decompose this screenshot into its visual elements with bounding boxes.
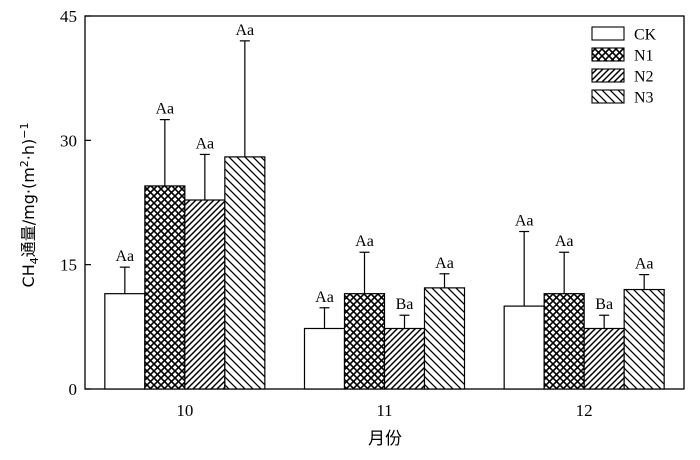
significance-label: Aa bbox=[116, 248, 135, 265]
plot-area: 0 15 30 45 10 Aa Aa Aa Aa 11 Aa Aa Ba Aa 12 Aa Aa Ba Aa CK N… bbox=[60, 7, 685, 420]
legend-swatch-ck bbox=[591, 26, 625, 41]
y-axis-title-superscript: 2 bbox=[18, 160, 31, 167]
significance-label: Ba bbox=[595, 296, 613, 313]
bar-n1 bbox=[144, 185, 186, 390]
bar-n3 bbox=[623, 288, 665, 390]
significance-label: Aa bbox=[435, 255, 454, 272]
significance-label: Aa bbox=[635, 256, 654, 273]
legend-label-n2: N2 bbox=[634, 69, 654, 86]
y-axis-title-prefix: CH bbox=[19, 264, 38, 287]
y-tick-label: 45 bbox=[60, 7, 77, 26]
significance-label: Ba bbox=[396, 296, 414, 313]
bar-n2 bbox=[583, 327, 625, 390]
bar-n1 bbox=[543, 293, 585, 390]
significance-label: Aa bbox=[196, 135, 215, 152]
x-tick-label: 12 bbox=[576, 401, 593, 420]
bar-n1 bbox=[343, 293, 386, 390]
bar-n3 bbox=[224, 156, 266, 390]
legend-swatch-n3 bbox=[591, 89, 625, 104]
bar-n3 bbox=[423, 287, 466, 390]
significance-label: Aa bbox=[515, 213, 534, 230]
bar-n2 bbox=[383, 327, 426, 390]
legend-label-n3: N3 bbox=[634, 90, 654, 107]
significance-label: Aa bbox=[236, 22, 255, 39]
significance-label: Aa bbox=[315, 289, 334, 306]
legend-label-n1: N1 bbox=[634, 48, 654, 65]
bar-ck bbox=[503, 305, 545, 390]
bar-ck bbox=[104, 293, 146, 390]
x-axis-title: 月份 bbox=[368, 429, 402, 449]
y-axis-title-text2: ·h) bbox=[19, 139, 38, 160]
y-tick-label: 30 bbox=[60, 131, 77, 150]
significance-label: Aa bbox=[355, 233, 374, 250]
bar-n2 bbox=[184, 199, 226, 390]
y-tick-label: 15 bbox=[60, 256, 77, 275]
significance-label: Aa bbox=[156, 101, 175, 118]
bar-ck bbox=[303, 327, 346, 390]
y-axis-title-subscript: 4 bbox=[28, 257, 41, 264]
y-axis-title-text1: 通量/mg·(m bbox=[19, 167, 38, 257]
legend-swatch-n1 bbox=[591, 47, 625, 62]
y-axis-title: CH4通量/mg·(m2·h)−1 bbox=[18, 123, 41, 288]
legend-swatch-n2 bbox=[591, 68, 625, 83]
y-tick-label: 0 bbox=[69, 380, 78, 399]
x-tick-label: 10 bbox=[176, 401, 193, 420]
legend-label-ck: CK bbox=[634, 27, 657, 44]
x-tick-label: 11 bbox=[376, 401, 392, 420]
significance-label: Aa bbox=[555, 233, 574, 250]
y-axis-title-superscript-neg: −1 bbox=[18, 123, 31, 139]
